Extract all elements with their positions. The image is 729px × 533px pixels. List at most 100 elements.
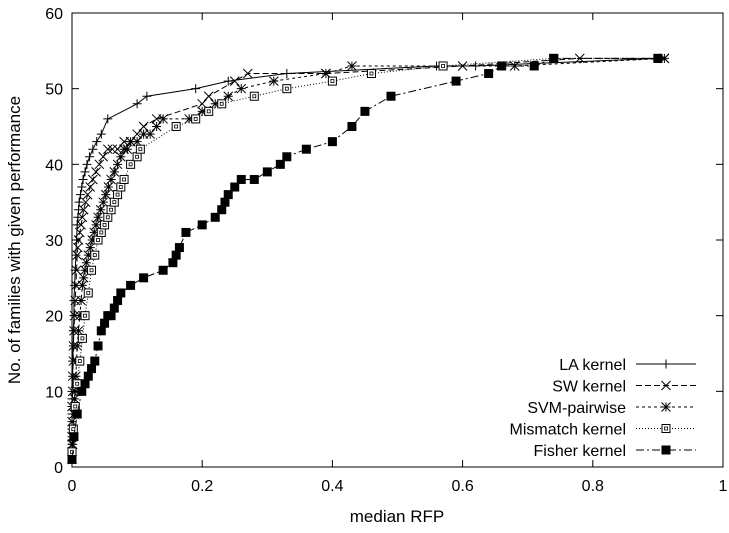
data-point — [301, 144, 311, 154]
data-point — [135, 144, 145, 154]
data-point — [158, 265, 168, 275]
data-point — [89, 227, 99, 238]
data-point — [73, 242, 83, 253]
data-point — [138, 129, 149, 139]
data-point — [72, 235, 82, 245]
data-point — [78, 204, 89, 215]
data-point — [203, 91, 214, 102]
y-tick-label: 40 — [45, 157, 63, 174]
data-point — [659, 53, 670, 64]
x-tick-label: 0.6 — [451, 478, 473, 495]
legend-label: Mismatch kernel — [510, 422, 626, 439]
data-point — [80, 197, 91, 208]
data-point-inner — [193, 117, 198, 121]
data-point-inner — [138, 147, 143, 152]
data-point-inner — [77, 359, 82, 363]
data-point — [113, 190, 123, 200]
data-point — [72, 379, 82, 389]
x-tick-label: 0.2 — [191, 478, 213, 495]
data-point — [438, 61, 448, 71]
data-point — [220, 197, 230, 207]
data-point — [171, 122, 181, 131]
data-point — [321, 68, 331, 79]
data-point — [74, 197, 84, 207]
data-point — [91, 220, 101, 230]
data-point — [85, 152, 95, 162]
x-tick-label: 0 — [68, 478, 77, 495]
data-point-inner — [219, 101, 224, 106]
data-point — [236, 174, 246, 184]
data-point — [70, 280, 80, 290]
data-point — [87, 364, 97, 374]
data-point — [223, 91, 234, 102]
data-point — [236, 83, 247, 94]
data-point — [268, 76, 279, 86]
data-point — [484, 69, 494, 79]
data-point-inner — [99, 230, 104, 235]
legend-label: LA kernel — [559, 357, 626, 374]
x-tick-label: 0.4 — [321, 478, 343, 495]
data-point — [529, 61, 539, 71]
data-point — [71, 250, 81, 260]
data-point-inner — [174, 124, 179, 129]
data-point-inner — [369, 71, 374, 76]
data-point — [72, 220, 82, 230]
y-tick-label: 60 — [45, 6, 63, 23]
series-mismatch-kernel — [67, 53, 663, 457]
data-point — [102, 144, 113, 155]
data-point-inner — [206, 109, 211, 114]
legend-label: SVM-pairwise — [527, 400, 626, 417]
data-point — [96, 227, 106, 237]
data-point — [72, 409, 82, 419]
data-point — [107, 144, 118, 155]
data-point — [210, 98, 221, 109]
data-point-inner — [135, 154, 140, 159]
series-fisher-kernel — [67, 53, 663, 464]
data-point — [132, 99, 142, 109]
data-point-inner — [252, 94, 257, 99]
data-point — [96, 326, 106, 336]
data-point — [132, 136, 142, 147]
data-point — [83, 288, 93, 298]
data-point — [75, 190, 85, 200]
data-point — [103, 182, 114, 192]
data-point — [70, 265, 80, 275]
data-point — [77, 333, 87, 343]
data-point — [210, 212, 220, 222]
data-point-inner — [284, 86, 289, 91]
data-point-inner — [118, 185, 123, 189]
data-point — [78, 174, 88, 184]
data-point — [96, 129, 106, 139]
data-point — [85, 182, 96, 192]
plot-frame — [71, 12, 724, 468]
data-point — [174, 243, 184, 253]
data-point — [661, 359, 671, 369]
data-point — [80, 379, 90, 389]
data-point — [249, 91, 259, 101]
data-point — [109, 167, 120, 177]
data-point — [366, 69, 376, 79]
data-point — [98, 151, 109, 162]
series-line — [71, 57, 665, 460]
data-point — [116, 288, 126, 298]
data-point — [223, 190, 233, 200]
data-point — [67, 454, 77, 464]
data-point — [109, 303, 119, 313]
data-point — [661, 445, 671, 455]
data-point — [85, 242, 96, 253]
data-point-inner — [83, 313, 87, 318]
data-point — [549, 53, 559, 63]
data-point — [497, 61, 507, 71]
data-point — [83, 250, 94, 260]
data-point — [360, 106, 370, 116]
data-point — [327, 137, 337, 147]
data-point — [67, 439, 78, 450]
data-point — [119, 174, 129, 184]
data-point-inner — [70, 449, 74, 454]
data-point — [191, 84, 201, 94]
data-point — [217, 205, 227, 215]
data-point — [122, 144, 133, 155]
legend-label: Fisher kernel — [534, 443, 626, 460]
data-point — [95, 204, 106, 215]
